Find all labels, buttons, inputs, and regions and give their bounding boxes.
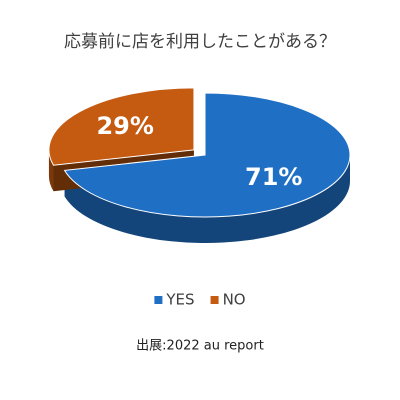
data-label: 29%: [96, 112, 153, 140]
source: 出展:2022 au report: [136, 339, 264, 354]
pie: 71% 29%: [48, 87, 351, 243]
pie-slice: [48, 87, 195, 166]
pie-slice: [63, 92, 351, 218]
legend: YES NO: [154, 291, 246, 309]
pie-side: [48, 149, 54, 192]
legend-label: YES: [165, 291, 194, 309]
data-label: 71%: [245, 163, 302, 191]
chart-title: 応募前に店を利用したことがある？: [64, 32, 336, 52]
legend-swatch: [154, 296, 163, 304]
legend-label: NO: [223, 291, 246, 309]
pie-side: [64, 155, 350, 243]
legend-swatch: [210, 296, 219, 304]
